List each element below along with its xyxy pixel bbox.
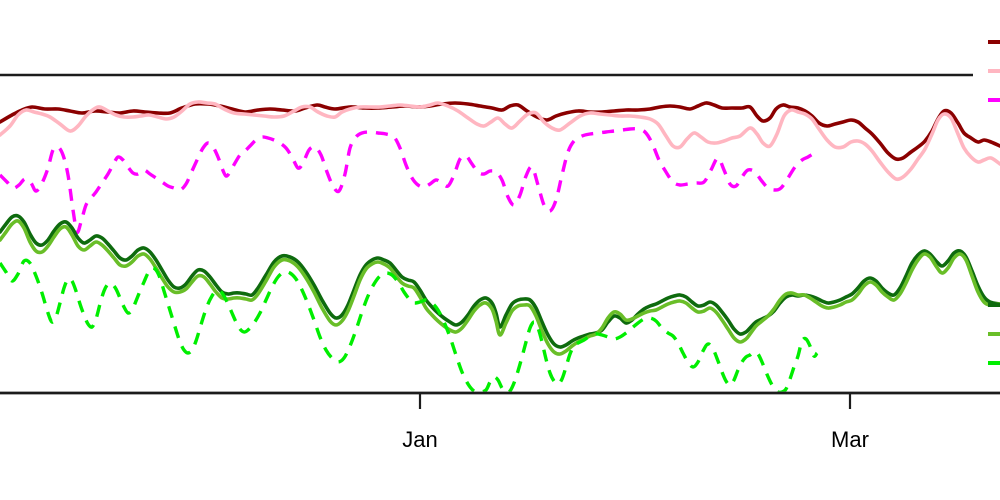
series-group (0, 100, 1000, 392)
series-line-green-dashed (0, 258, 819, 392)
series-line-dark-green (0, 213, 1000, 349)
series-line-magenta-dashed (0, 127, 818, 235)
series-line-pink (0, 100, 1000, 182)
x-tick-label-mar: Mar (831, 427, 869, 452)
series-line-dark-red (0, 101, 1000, 162)
x-tick-label-jan: Jan (402, 427, 437, 452)
series-line-yellow-green (0, 219, 1000, 356)
